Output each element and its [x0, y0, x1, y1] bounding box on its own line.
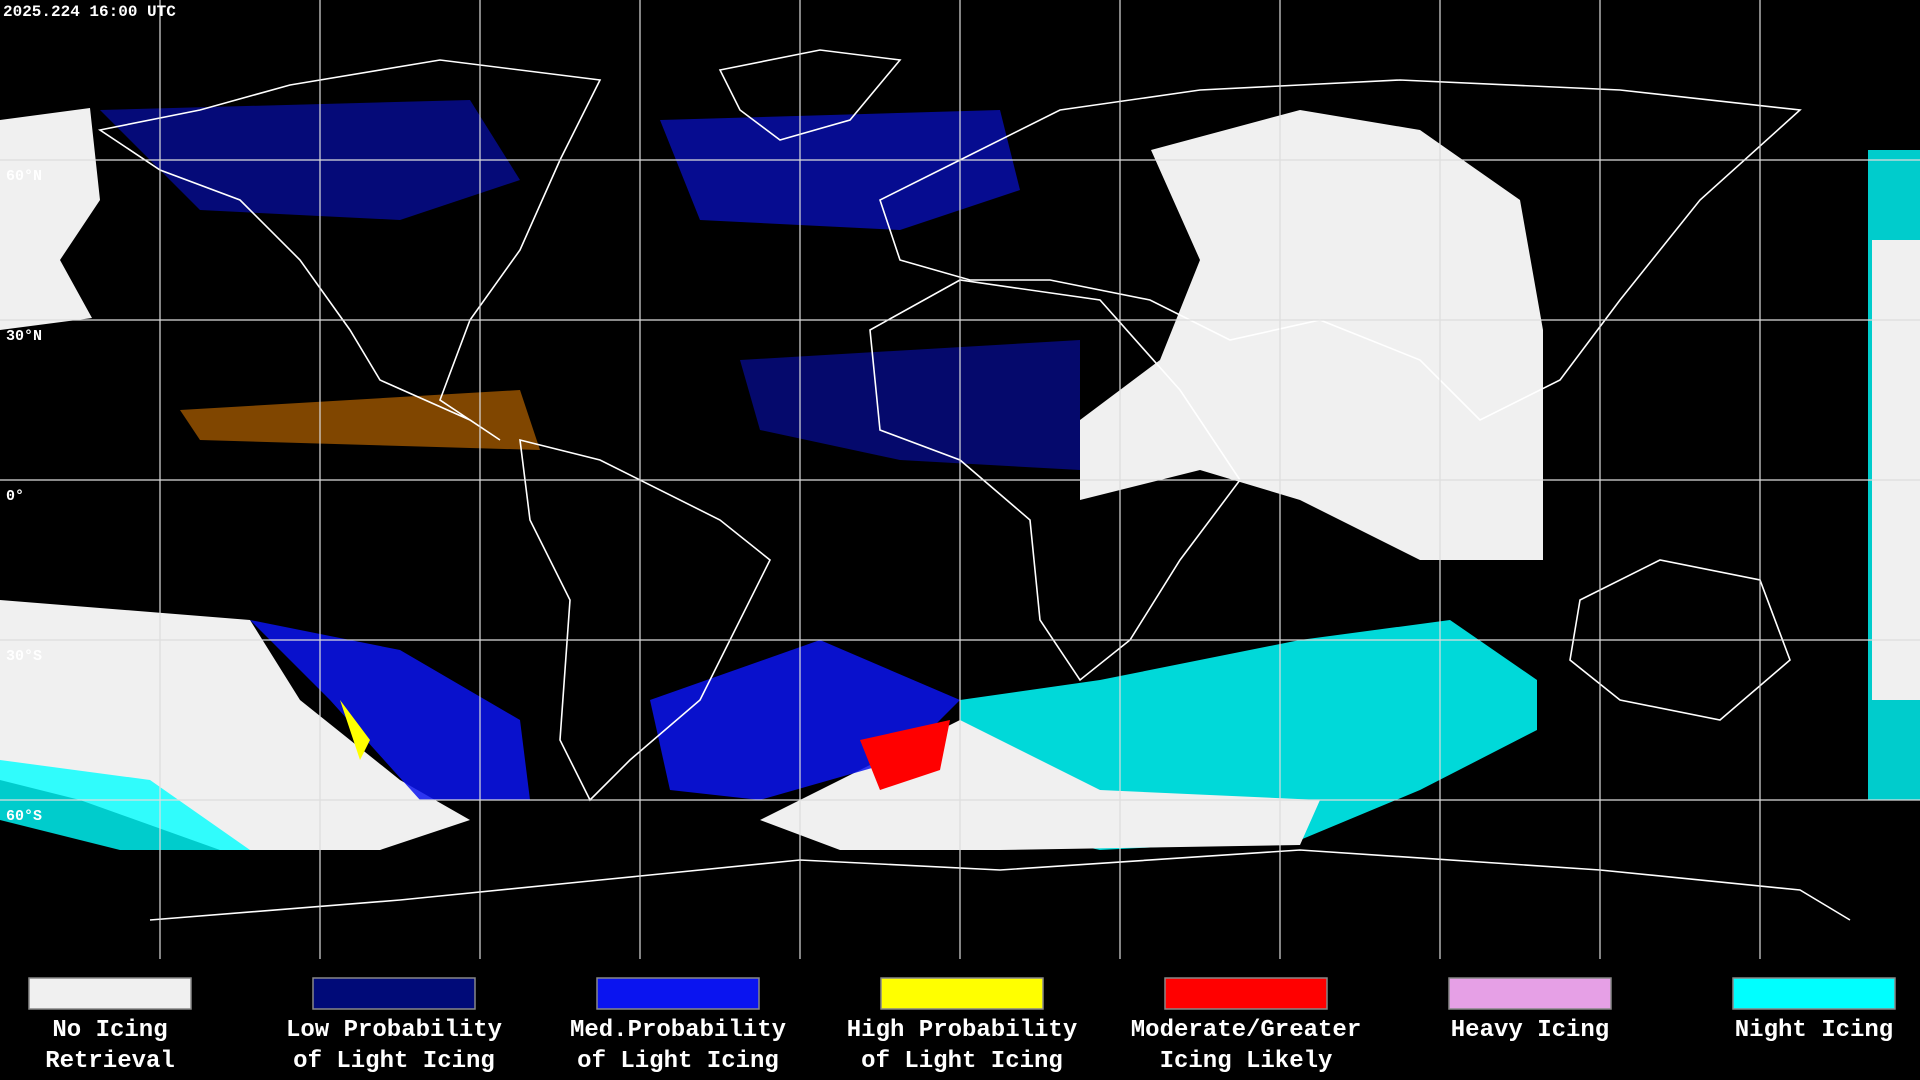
legend-swatch	[880, 977, 1044, 1010]
coastline	[97, 59, 602, 441]
graticule	[0, 0, 1920, 959]
coastline	[718, 49, 902, 141]
icing-region	[740, 340, 1080, 470]
icing-region	[340, 700, 370, 760]
legend-swatch	[1164, 977, 1328, 1010]
legend-swatch	[312, 977, 476, 1010]
legend-label: No Icing	[52, 1017, 167, 1044]
latitude-label: 30°S	[6, 648, 42, 665]
icing-region	[180, 390, 540, 450]
coastline	[519, 438, 772, 802]
cloud-region	[1872, 240, 1920, 700]
legend-label: Moderate/Greater	[1131, 1017, 1361, 1044]
legend-label: High Probability	[847, 1017, 1077, 1044]
coastline	[149, 849, 1851, 921]
coastline	[879, 79, 1802, 421]
coastline	[1569, 559, 1791, 721]
legend-label: of Light Icing	[293, 1048, 495, 1075]
night-region	[0, 760, 250, 850]
icing-region	[660, 110, 1020, 230]
icing-region	[860, 720, 950, 790]
legend-swatch	[1448, 977, 1612, 1010]
legend-label: of Light Icing	[861, 1048, 1063, 1075]
legend-label: Low Probability	[286, 1017, 502, 1044]
legend-label: Icing Likely	[1160, 1048, 1333, 1075]
legend-swatch	[28, 977, 192, 1010]
timestamp: 2025.224 16:00 UTC	[3, 3, 176, 21]
latitude-label: 30°N	[6, 328, 42, 345]
legend-swatch	[596, 977, 760, 1010]
latitude-label: 60°S	[6, 808, 42, 825]
latitude-label: 0°	[6, 488, 24, 505]
legend-label: Retrieval	[45, 1048, 175, 1075]
legend-label: Night Icing	[1735, 1017, 1893, 1044]
latitude-label: 60°N	[6, 168, 42, 185]
legend-label: of Light Icing	[577, 1048, 779, 1075]
legend-label: Med.Probability	[570, 1017, 786, 1044]
legend-swatch	[1732, 977, 1896, 1010]
cloud-region	[0, 108, 100, 330]
cloud-region	[1080, 110, 1543, 560]
legend-label: Heavy Icing	[1451, 1017, 1609, 1044]
